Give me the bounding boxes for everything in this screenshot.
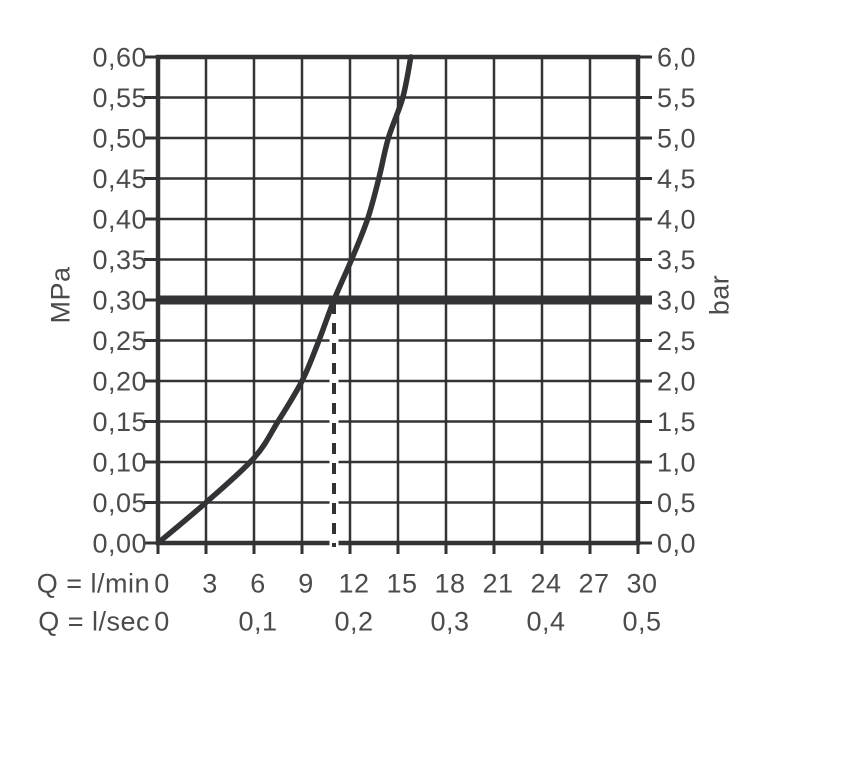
y-right-tick-label: 3,5 [657, 245, 696, 275]
flow-curve [155, 54, 414, 546]
y-left-tick-label: 0,00 [92, 528, 147, 558]
tick-labels: 0,600,550,500,450,400,350,300,250,200,15… [92, 42, 696, 636]
y-right-tick-label: 3,0 [657, 285, 696, 315]
y-right-tick-label: 1,0 [657, 447, 696, 477]
x-axis-lsec-caption: Q = l/sec [38, 606, 150, 636]
x-lsec-tick-label: 0,1 [238, 606, 277, 636]
x-lsec-tick-label: 0,3 [430, 606, 469, 636]
y-right-tick-label: 4,5 [657, 164, 696, 194]
y-left-tick-label: 0,20 [92, 366, 147, 396]
y-right-tick-label: 0,0 [657, 528, 696, 558]
y-left-tick-label: 0,40 [92, 204, 147, 234]
x-axis-lmin-caption: Q = l/min [37, 568, 150, 598]
y-right-tick-label: 4,0 [657, 204, 696, 234]
y-left-axis-caption: MPa [45, 266, 75, 324]
x-lmin-tick-label: 3 [202, 568, 218, 598]
y-right-tick-label: 1,5 [657, 407, 696, 437]
y-left-tick-label: 0,15 [92, 407, 147, 437]
x-lsec-tick-label: 0,4 [526, 606, 565, 636]
x-lmin-tick-label: 15 [386, 568, 417, 598]
x-lsec-tick-label: 0 [154, 606, 170, 636]
y-left-tick-label: 0,45 [92, 164, 147, 194]
grid-lines [158, 57, 638, 543]
y-right-axis-caption: bar [704, 275, 734, 316]
y-left-tick-label: 0,10 [92, 447, 147, 477]
y-right-tick-label: 2,0 [657, 366, 696, 396]
y-left-tick-label: 0,50 [92, 123, 147, 153]
x-lmin-tick-label: 30 [626, 568, 657, 598]
y-left-tick-label: 0,25 [92, 326, 147, 356]
y-right-tick-label: 5,0 [657, 123, 696, 153]
y-right-tick-label: 0,5 [657, 488, 696, 518]
y-left-tick-label: 0,55 [92, 83, 147, 113]
y-left-tick-label: 0,35 [92, 245, 147, 275]
x-lsec-tick-label: 0,2 [334, 606, 373, 636]
y-left-tick-label: 0,60 [92, 42, 147, 72]
x-lmin-tick-label: 6 [250, 568, 266, 598]
y-left-tick-label: 0,05 [92, 488, 147, 518]
y-right-tick-label: 2,5 [657, 326, 696, 356]
x-lsec-tick-label: 0,5 [622, 606, 661, 636]
axis-ticks [144, 55, 652, 554]
y-right-tick-label: 6,0 [657, 42, 696, 72]
x-lmin-tick-label: 27 [578, 568, 609, 598]
x-lmin-tick-label: 21 [482, 568, 513, 598]
x-lmin-tick-label: 24 [530, 568, 561, 598]
x-lmin-tick-label: 18 [434, 568, 465, 598]
x-lmin-tick-label: 12 [338, 568, 369, 598]
flow-curve-path [155, 54, 414, 546]
x-lmin-tick-label: 9 [298, 568, 314, 598]
y-left-tick-label: 0,30 [92, 285, 147, 315]
y-right-tick-label: 5,5 [657, 83, 696, 113]
x-lmin-tick-label: 0 [154, 568, 170, 598]
